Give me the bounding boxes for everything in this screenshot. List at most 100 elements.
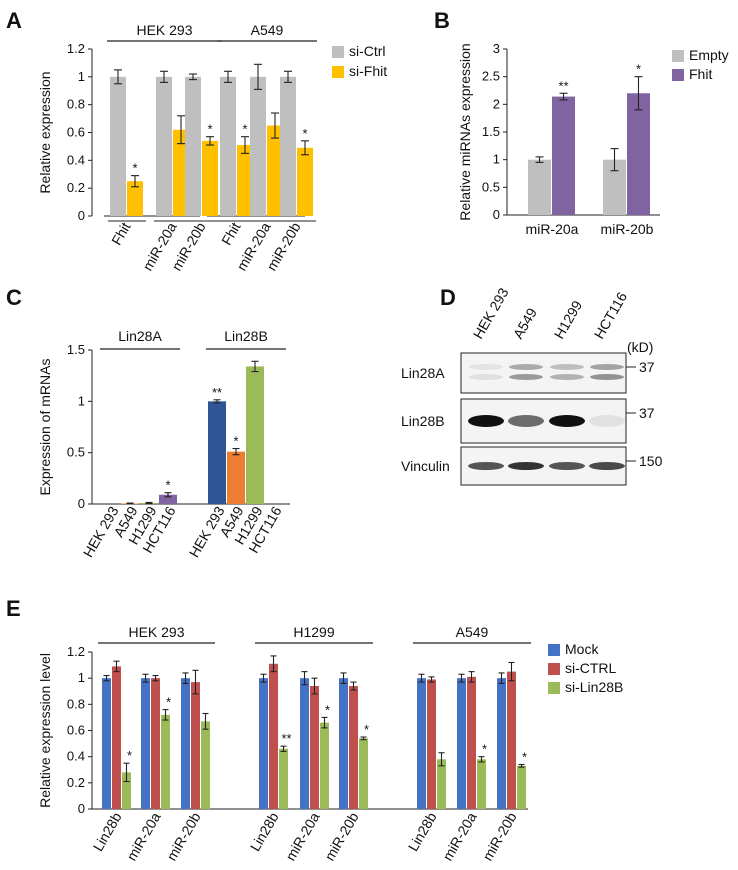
group-label: HEK 293	[136, 22, 192, 38]
blot-band	[468, 462, 504, 470]
bar-si-Lin28B	[437, 759, 446, 809]
blot-band	[509, 364, 543, 370]
panel-letter-e: E	[6, 596, 21, 621]
bar-Empty	[603, 159, 626, 215]
bar-si-CTRL	[112, 666, 121, 809]
bar-si-CTRL	[269, 663, 278, 809]
blot-band	[469, 374, 503, 380]
group-label: H1299	[293, 624, 334, 640]
bar-Mock	[339, 678, 348, 809]
blot-band	[468, 415, 504, 427]
blot-band	[590, 364, 624, 370]
bar-si-CTRL	[151, 678, 160, 809]
bar-si-Fhit	[267, 125, 283, 216]
x-category-label: Fhit	[218, 219, 244, 247]
y-tick-label: 1.5	[482, 124, 500, 139]
x-category-label: Lin28b	[247, 809, 282, 854]
significance-mark: *	[207, 122, 212, 137]
bar-Mock	[102, 678, 111, 809]
significance-mark: **	[281, 731, 291, 746]
bar-si-Ctrl	[280, 76, 296, 216]
y-tick-label: 1.2	[67, 644, 85, 659]
y-tick-label: 0.8	[67, 97, 85, 112]
legend-label: Mock	[565, 641, 599, 657]
y-tick-label: 0	[78, 801, 85, 816]
bar-Mock	[300, 678, 309, 809]
blot-band	[590, 374, 624, 380]
bar-HEK 293	[208, 401, 226, 504]
bar-si-Ctrl	[250, 76, 266, 216]
bar-HCT116	[159, 494, 177, 504]
panel-letter-b: B	[434, 8, 450, 33]
bar-si-Fhit	[202, 140, 218, 216]
lane-label: HEK 293	[470, 285, 512, 342]
bar-Mock	[417, 678, 426, 809]
y-tick-label: 0.5	[482, 179, 500, 194]
bar-si-CTRL	[427, 679, 436, 809]
legend-swatch	[672, 69, 684, 81]
legend-swatch	[548, 682, 560, 694]
legend-label: Empty	[689, 47, 729, 63]
x-category-label: Fhit	[108, 219, 134, 247]
bar-si-Lin28B	[161, 714, 170, 809]
lane-label: H1299	[551, 298, 586, 342]
y-tick-label: 1.2	[67, 41, 85, 56]
kd-unit-label: (kD)	[627, 339, 653, 355]
bar-Empty	[528, 159, 551, 215]
y-tick-label: 0.6	[67, 723, 85, 738]
x-category-label: miR-20b	[601, 221, 654, 237]
size-marker-label: 150	[639, 453, 663, 469]
legend-swatch	[548, 663, 560, 675]
x-category-label: miR-20a	[526, 221, 579, 237]
size-marker-label: 37	[639, 405, 655, 421]
y-tick-label: 0.8	[67, 696, 85, 711]
legend-swatch	[548, 644, 560, 656]
blot-band	[550, 374, 584, 380]
bar-si-Lin28B	[201, 721, 210, 809]
blot-row-label: Lin28B	[401, 413, 445, 429]
significance-mark: *	[364, 722, 369, 737]
bar-Fhit	[627, 93, 650, 215]
bar-si-CTRL	[310, 686, 319, 809]
chart-e: 0 0.2 0.4 0.6 0.8 1 1.2 Relative expression lev…	[37, 624, 623, 863]
y-tick-label: 1	[78, 69, 85, 84]
legend-swatch	[332, 66, 344, 78]
x-category-label: miR-20a	[123, 809, 163, 863]
y-tick-label: 1	[78, 670, 85, 685]
y-tick-label: 0.4	[67, 749, 85, 764]
size-marker-label: 37	[639, 359, 655, 375]
blot-frame	[460, 352, 627, 394]
blot-band	[549, 462, 585, 470]
legend-label: si-Ctrl	[349, 43, 386, 59]
blot-band	[589, 415, 625, 427]
significance-mark: *	[522, 750, 527, 765]
y-tick-label: 0	[78, 208, 85, 223]
significance-mark: *	[325, 702, 330, 717]
bar-si-Fhit	[127, 181, 143, 216]
group-label: A549	[251, 22, 284, 38]
bar-si-CTRL	[191, 682, 200, 809]
bar-Fhit	[552, 96, 575, 215]
y-tick-label: 3	[493, 41, 500, 56]
legend-swatch	[332, 46, 344, 58]
blot-band	[508, 415, 544, 427]
blot-band	[550, 364, 584, 370]
significance-mark: *	[166, 695, 171, 710]
significance-mark: *	[127, 748, 132, 763]
blot-band	[469, 364, 503, 370]
blot-row-label: Vinculin	[401, 458, 450, 474]
blot-band	[589, 462, 625, 470]
group-label: Lin28A	[118, 328, 162, 344]
bar-Mock	[259, 678, 268, 809]
bar-si-Fhit	[237, 145, 253, 216]
legend-label: si-CTRL	[565, 660, 617, 676]
bar-Mock	[141, 678, 150, 809]
panel-letter-c: C	[6, 285, 22, 310]
significance-mark: *	[482, 742, 487, 757]
lane-label: A549	[510, 305, 540, 342]
bar-si-Ctrl	[110, 76, 126, 216]
legend-label: si-Fhit	[349, 63, 387, 79]
panel-letter-a: A	[6, 8, 22, 33]
bar-si-Lin28B	[359, 738, 368, 809]
